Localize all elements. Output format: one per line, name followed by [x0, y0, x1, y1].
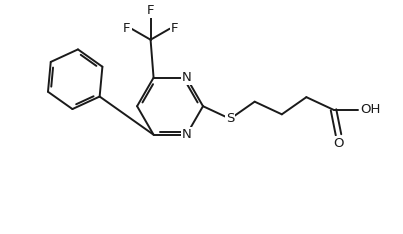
Text: S: S: [226, 112, 234, 125]
Text: F: F: [171, 22, 178, 35]
Text: F: F: [147, 4, 154, 17]
Text: N: N: [182, 71, 191, 84]
Text: F: F: [123, 22, 131, 35]
Text: OH: OH: [360, 103, 381, 116]
Text: O: O: [333, 137, 344, 150]
Text: N: N: [182, 128, 191, 141]
